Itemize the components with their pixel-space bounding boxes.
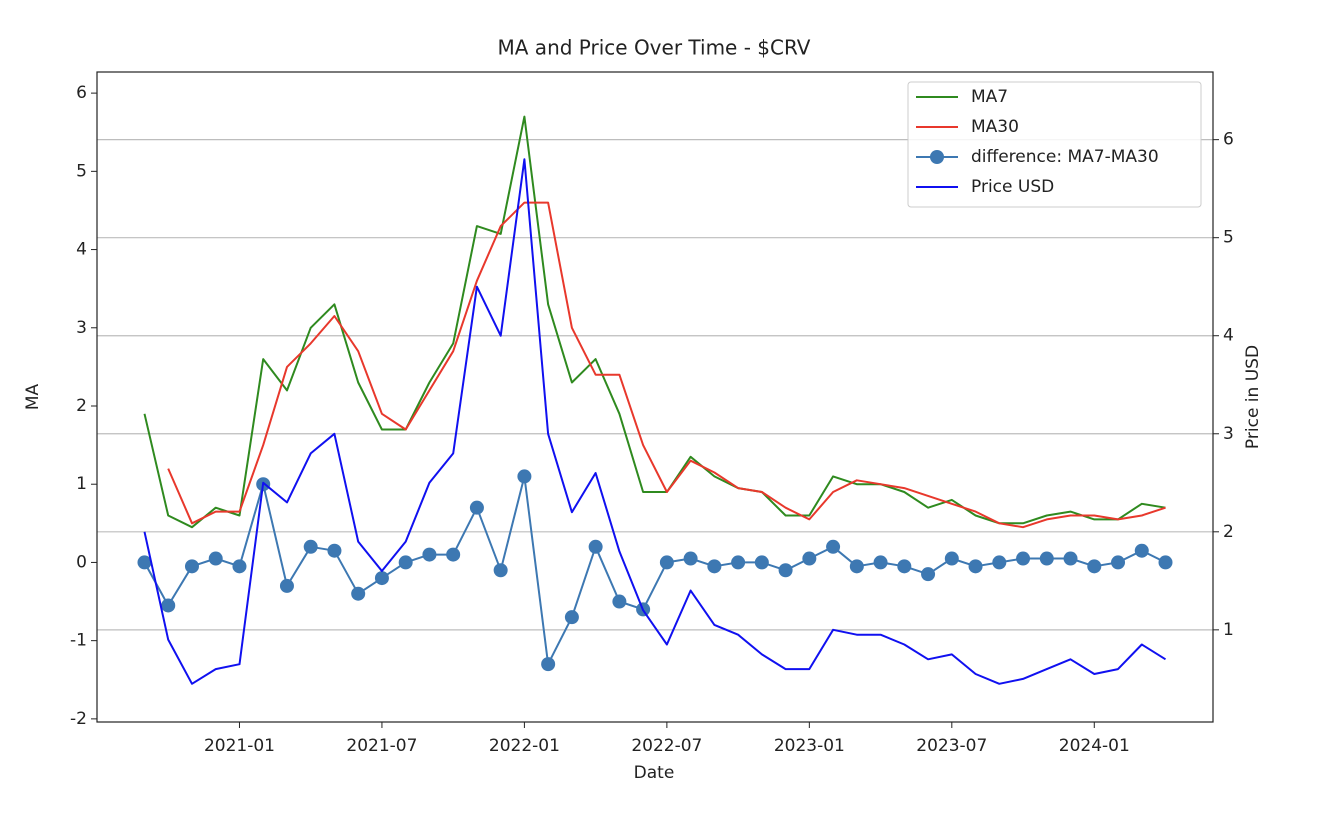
y-tick-label: 6 [76, 83, 87, 103]
x-tick-label: 2022-01 [489, 736, 560, 756]
y-axis-label: MA [23, 383, 43, 410]
y-tick-label: 0 [76, 552, 87, 572]
y2-tick-label: 4 [1223, 326, 1234, 346]
y2-tick-label: 5 [1223, 228, 1234, 248]
series-marker [968, 559, 983, 574]
series-marker [1039, 551, 1054, 566]
y2-axis-label: Price in USD [1243, 345, 1263, 449]
series-marker [802, 551, 817, 566]
legend-label: MA7 [971, 87, 1008, 107]
series-marker [897, 559, 912, 574]
y-tick-label: 4 [76, 240, 87, 260]
series-marker [184, 559, 199, 574]
series-marker [232, 559, 247, 574]
y-tick-label: -1 [70, 631, 87, 651]
series-marker [517, 469, 532, 484]
legend: MA7 MA30 difference: MA7-MA30 Price USD [907, 81, 1202, 208]
x-tick-label: 2024-01 [1059, 736, 1130, 756]
series-marker [351, 586, 366, 601]
y2-tick-label: 6 [1223, 130, 1234, 150]
series-marker [279, 578, 294, 593]
series-marker [588, 539, 603, 554]
y2-tick-label: 3 [1223, 424, 1234, 444]
chart-title: MA and Price Over Time - $CRV [498, 36, 811, 60]
series-marker [422, 547, 437, 562]
y2-tick-label: 2 [1223, 522, 1234, 542]
legend-label: difference: MA7-MA30 [971, 147, 1159, 167]
series-marker [992, 555, 1007, 570]
series-marker [327, 543, 342, 558]
x-axis-label: Date [634, 763, 675, 783]
x-tick-label: 2023-01 [774, 736, 845, 756]
x-tick-label: 2023-07 [916, 736, 987, 756]
series-marker [161, 598, 176, 613]
series-marker [826, 539, 841, 554]
legend-label: Price USD [971, 177, 1054, 197]
series-marker [944, 551, 959, 566]
x-tick-label: 2022-07 [631, 736, 702, 756]
y2-tick-label: 1 [1223, 620, 1234, 640]
series-marker [612, 594, 627, 609]
series-marker [1111, 555, 1126, 570]
series-marker [659, 555, 674, 570]
series-marker [754, 555, 769, 570]
series-marker [1063, 551, 1078, 566]
series-marker [564, 610, 579, 625]
series-marker [921, 567, 936, 582]
series-marker [469, 500, 484, 515]
series-marker [849, 559, 864, 574]
x-tick-label: 2021-07 [346, 736, 417, 756]
series-marker [1134, 543, 1149, 558]
legend-label: MA30 [971, 117, 1019, 137]
series-marker [374, 571, 389, 586]
y-tick-label: 1 [76, 474, 87, 494]
series-marker [446, 547, 461, 562]
series-marker [1087, 559, 1102, 574]
series-marker [683, 551, 698, 566]
y-tick-label: 2 [76, 396, 87, 416]
series-marker [778, 563, 793, 578]
plot-frame [96, 71, 1214, 723]
x-tick-label: 2021-01 [204, 736, 275, 756]
series-marker [731, 555, 746, 570]
series-marker [303, 539, 318, 554]
series-marker [707, 559, 722, 574]
series-line [167, 201, 1166, 529]
y-tick-label: 5 [76, 161, 87, 181]
series-marker [1158, 555, 1173, 570]
legend-box [907, 81, 1202, 208]
series-marker [137, 555, 152, 570]
series-marker [398, 555, 413, 570]
y-tick-label: -2 [70, 709, 87, 729]
series-marker [1016, 551, 1031, 566]
series-line [143, 158, 1167, 685]
y-tick-label: 3 [76, 318, 87, 338]
series-marker [873, 555, 888, 570]
series-marker [541, 657, 556, 672]
series-marker [208, 551, 223, 566]
series-marker [493, 563, 508, 578]
legend-marker [930, 150, 944, 164]
